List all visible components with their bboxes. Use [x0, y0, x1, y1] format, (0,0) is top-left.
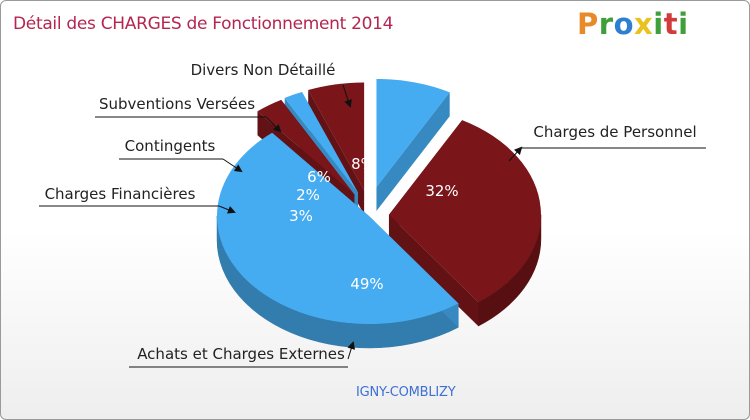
slice-category-label: Charges de Personnel: [533, 123, 696, 141]
city-name: IGNY-COMBLIZY: [356, 385, 456, 400]
logo-letter: i: [678, 7, 689, 41]
logo-letter: r: [598, 7, 614, 41]
pie-slice: [376, 78, 450, 187]
slice-percent-label: 6%: [307, 168, 331, 186]
logo-letter: o: [613, 7, 635, 41]
slice-percent-label: 32%: [425, 182, 458, 200]
leader-arrow: [218, 205, 236, 214]
pie-slice-side: [376, 92, 450, 211]
slice-category-label: Subventions Versées: [99, 95, 255, 113]
logo-letter: i: [653, 7, 664, 41]
leader-arrow: [342, 84, 352, 108]
logo-letter: t: [663, 7, 679, 41]
logo-letter: x: [634, 7, 654, 41]
slice-category-label: Charges Financières: [45, 185, 196, 203]
leader-arrow: [347, 341, 356, 360]
slice-percent-label: 8%: [351, 155, 375, 173]
slice-category-label: Achats et Charges Externes: [137, 345, 345, 363]
pie-slice: [284, 92, 358, 193]
pie-slice: [257, 99, 355, 195]
slice-percent-label: 2%: [296, 186, 320, 204]
pie-slice: [388, 120, 541, 303]
slice-percent-label: 49%: [350, 275, 383, 293]
slice-percent-label: 3%: [289, 207, 313, 225]
chart-title: Détail des CHARGES de Fonctionnement 201…: [13, 14, 394, 34]
leader-arrow: [508, 146, 523, 162]
pie-slice: [308, 82, 365, 191]
logo-letter: P: [577, 7, 599, 41]
pie-slice: [217, 132, 459, 324]
proxiti-logo: Proxiti: [577, 7, 689, 41]
slice-category-label: Divers Non Détaillé: [191, 61, 336, 79]
leader-arrow: [222, 158, 243, 173]
leader-arrow: [265, 116, 282, 133]
slice-category-label: Contingents: [125, 137, 216, 155]
